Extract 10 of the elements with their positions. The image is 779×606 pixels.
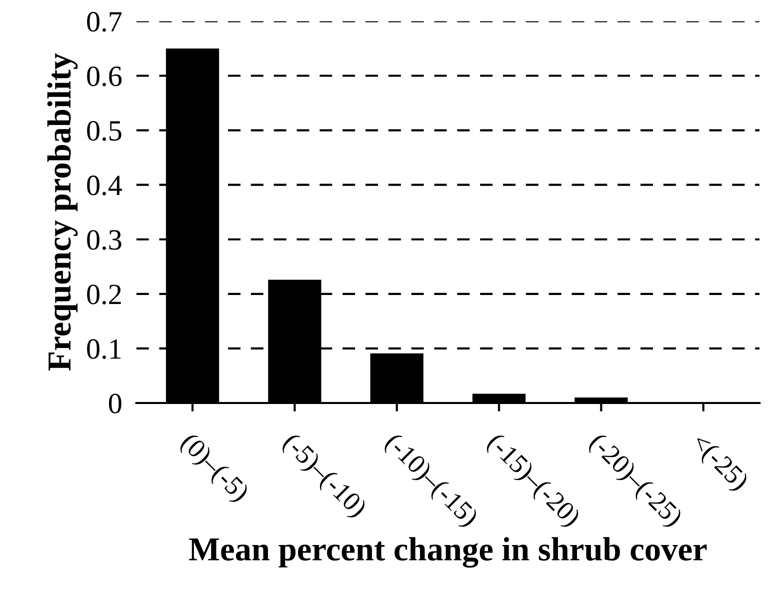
y-tick-label: 0.7 [87, 12, 122, 32]
y-tick-label: 0.3 [87, 230, 122, 250]
y-tick-label: 0.5 [87, 121, 122, 141]
x-axis-title: Mean percent change in shrub cover [189, 537, 707, 568]
y-tick-label: 0.2 [87, 284, 121, 304]
y-tick-label: 0.6 [87, 66, 122, 86]
y-tick-label: 0.4 [87, 176, 122, 196]
y-tick-label: 0.1 [87, 339, 121, 359]
y-axis-title: Frequency probability [47, 53, 78, 371]
y-tick-label: 0 [108, 394, 122, 414]
